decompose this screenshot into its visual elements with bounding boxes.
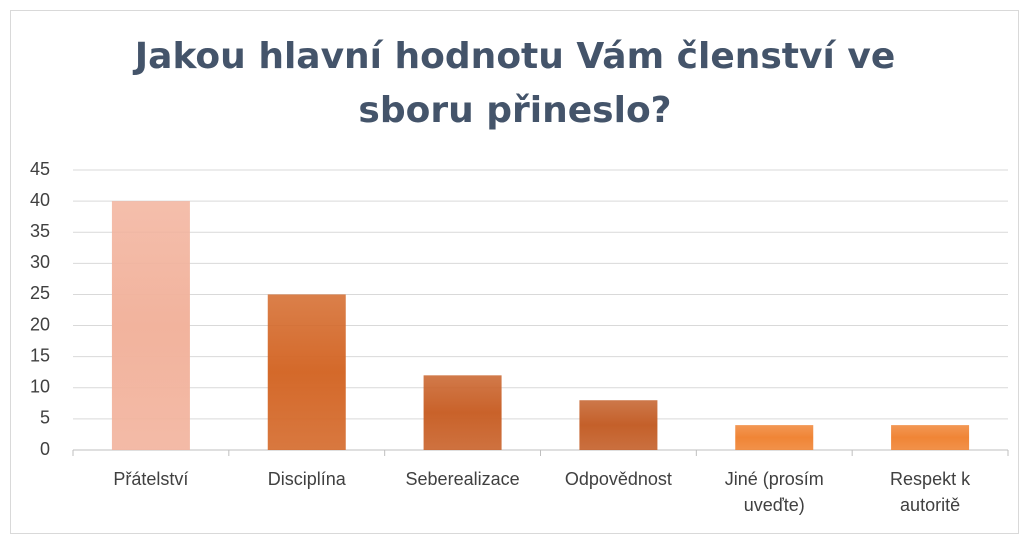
bar [267,294,346,450]
x-tick-label: Disciplína [267,469,346,489]
y-tick-label: 10 [30,377,50,397]
bar [111,201,190,450]
bar [891,425,970,450]
y-tick-label: 45 [30,159,50,179]
x-tick-label: Přátelství [113,469,189,489]
y-tick-label: 0 [40,439,50,459]
y-tick-label: 20 [30,314,50,334]
x-tick-label: Seberealizace [405,469,520,489]
x-tick-label: Jiné (prosím uveďte) [724,469,824,515]
y-tick-label: 40 [30,190,50,210]
y-tick-label: 35 [30,221,50,241]
x-label-box: Seberealizace [405,469,520,489]
bar [735,425,814,450]
y-tick-label: 15 [30,345,50,365]
x-tick-label: Odpovědnost [564,469,672,489]
x-label-box: Disciplína [267,469,346,489]
y-tick-label: 5 [40,408,50,428]
chart-title: Jakou hlavní hodnotu Vám členství ve sbo… [134,36,896,131]
x-tick-label: Respekt k autoritě [890,469,971,515]
x-label-box: Respekt k autoritě [890,469,971,515]
title-box: Jakou hlavní hodnotu Vám členství ve sbo… [134,36,896,131]
y-tick-label: 25 [30,283,50,303]
bar [423,375,502,450]
x-label-box: Jiné (prosím uveďte) [724,469,824,515]
bar [579,400,658,450]
x-label-box: Odpovědnost [564,469,672,489]
y-tick-label: 30 [30,252,50,272]
x-label-box: Přátelství [113,469,189,489]
